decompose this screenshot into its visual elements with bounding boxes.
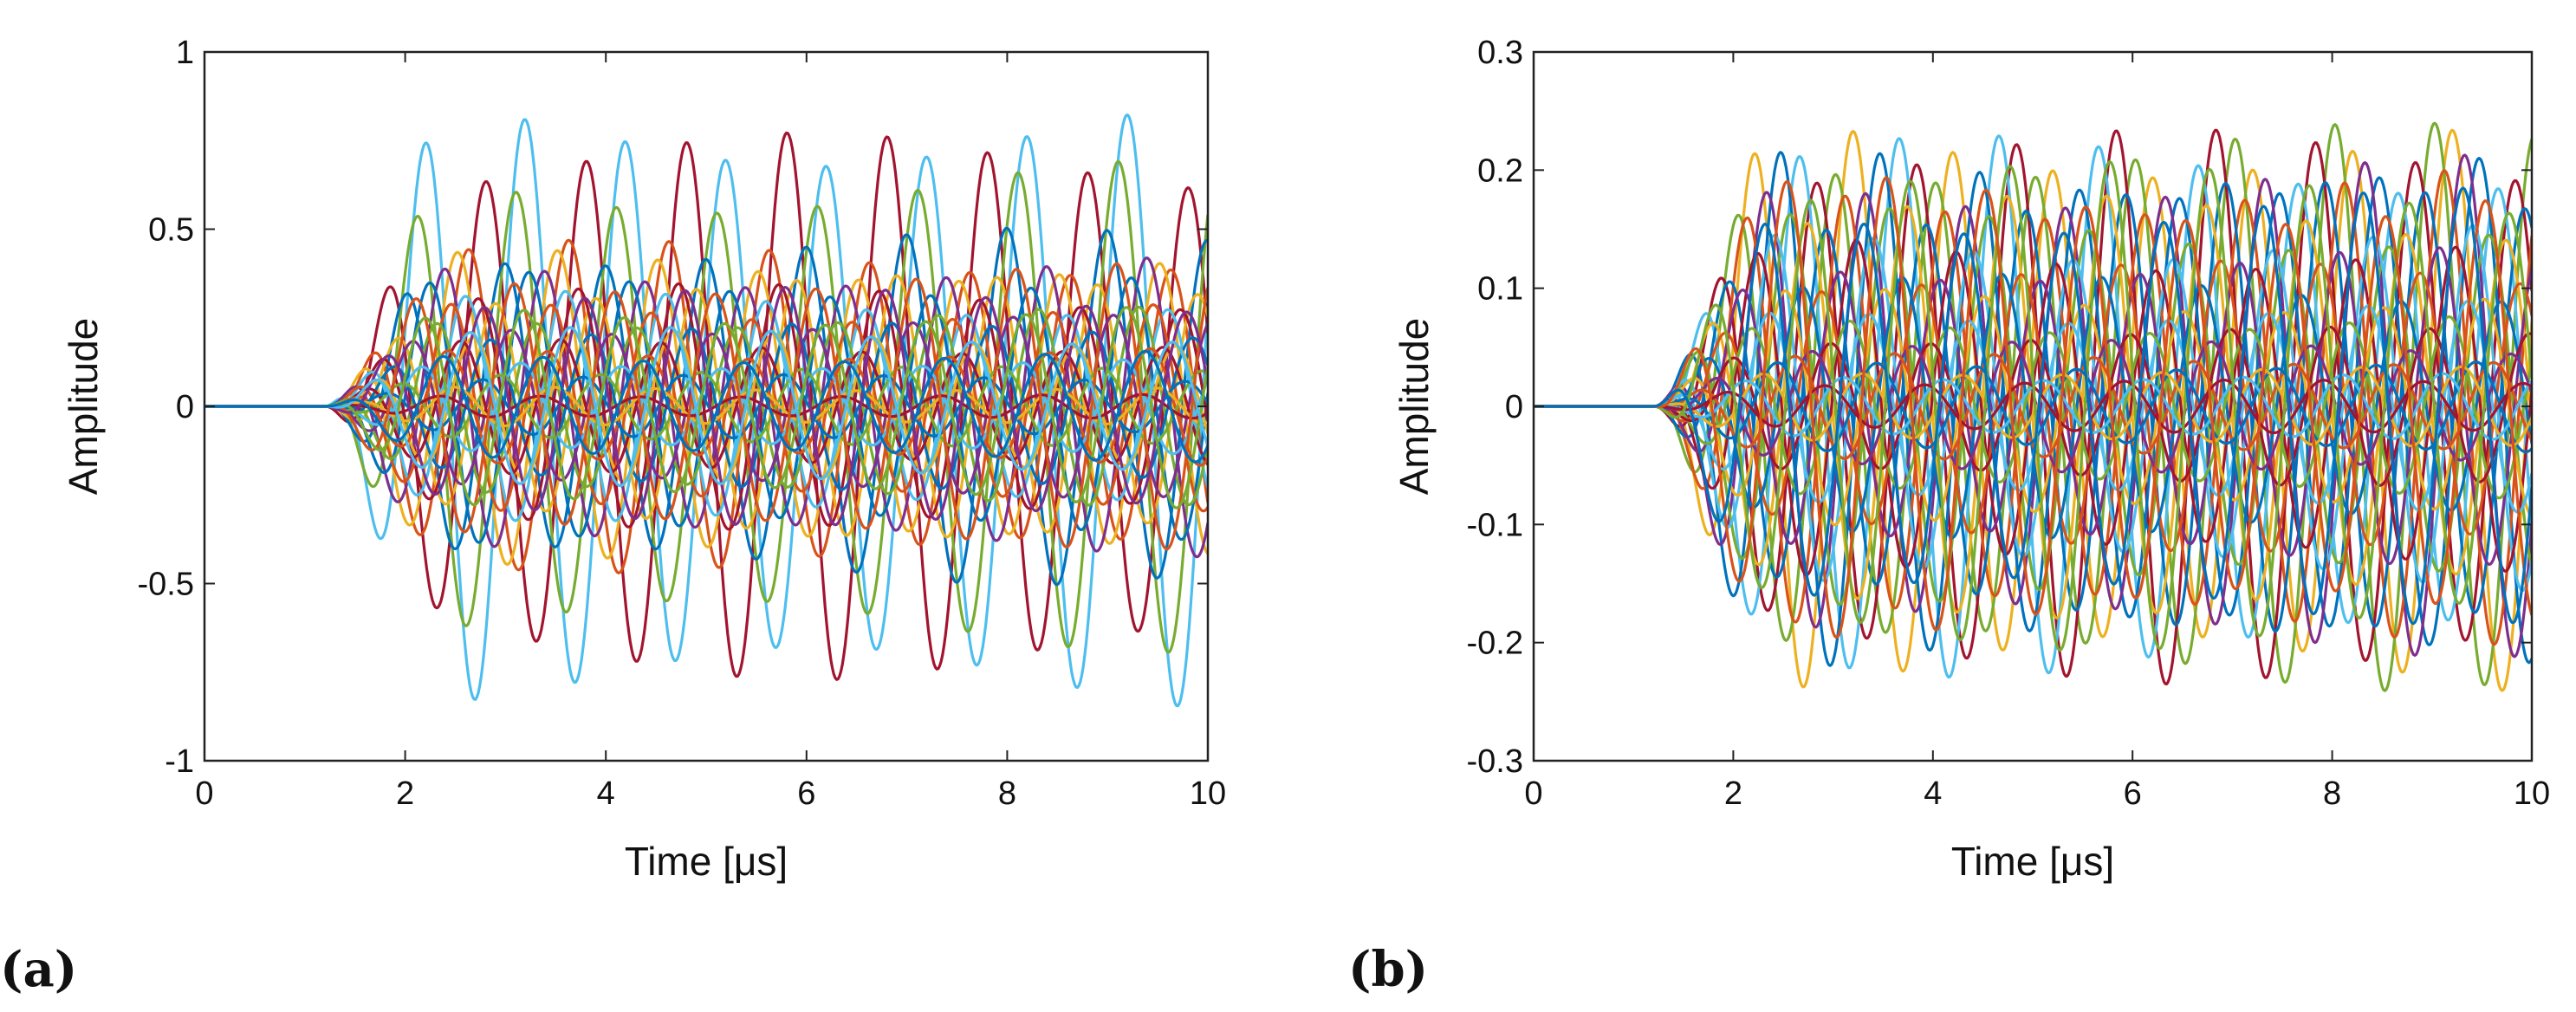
x-tick-label-a-5: 10 (1190, 775, 1226, 812)
y-tick-label-a-1: -0.5 (138, 567, 194, 603)
x-axis-label-a: Time [μs] (625, 839, 788, 884)
series-line-a-4 (204, 226, 1208, 587)
series-group-b (1534, 121, 2532, 692)
panel-label-b: (b) (1348, 941, 1428, 998)
series-line-b-21 (1534, 352, 2532, 461)
series-line-a-14 (204, 314, 1208, 499)
y-tick-label-a-3: 0.5 (148, 212, 194, 249)
x-tick-label-b-2: 4 (1924, 775, 1942, 812)
y-tick-label-a-4: 1 (176, 35, 194, 71)
y-axis-label-b: Amplitude (1392, 318, 1437, 496)
y-tick-label-b-1: -0.2 (1467, 626, 1523, 662)
ticks-b: 0 2 4 6 8 10 -0.3 -0.2 -0.1 0 0.1 0.2 0.3 (1467, 35, 2551, 812)
series-line-a-28 (204, 349, 1208, 464)
x-tick-label-a-3: 6 (797, 775, 815, 812)
y-tick-label-b-6: 0.3 (1477, 35, 1523, 71)
y-tick-label-b-4: 0.1 (1477, 271, 1523, 308)
series-line-b-28 (1534, 186, 2532, 626)
chart-b: 0 2 4 6 8 10-0.3-0.2-0.100.10.20.3 Time [μs] … (1348, 35, 2550, 998)
x-tick-label-a-4: 8 (998, 775, 1016, 812)
series-line-b-1 (1534, 128, 2532, 692)
series-line-b-11 (1534, 224, 2532, 593)
panel-label-a: (a) (0, 941, 77, 998)
ticks-a: 0 2 4 6 8 10 -1 -0.5 0 0.5 1 (138, 35, 1227, 812)
y-axis-label-a: Amplitude (61, 318, 106, 496)
series-line-a-15 (204, 321, 1208, 491)
chart-a: 0 2 4 6 8 10 -1 -0.5 0 0.5 1 Time [μs] Amplitude (… (0, 35, 1226, 998)
y-tick-label-b-3: 0 (1505, 389, 1523, 425)
y-tick-label-a-2: 0 (176, 389, 194, 425)
x-tick-label-a-1: 2 (396, 775, 414, 812)
series-line-b-14 (1534, 259, 2532, 553)
x-tick-label-b-3: 6 (2124, 775, 2142, 812)
series-line-a-3 (204, 160, 1208, 654)
y-tick-label-b-5: 0.2 (1477, 152, 1523, 189)
series-line-b-4 (1534, 134, 2532, 679)
x-tick-label-b-1: 2 (1724, 775, 1742, 812)
x-axis-label-b: Time [μs] (1951, 839, 2114, 884)
series-line-b-23 (1534, 365, 2532, 448)
series-line-a-26 (204, 306, 1208, 509)
series-line-a-27 (204, 326, 1208, 488)
series-line-a-24 (204, 262, 1208, 551)
x-tick-label-a-0: 0 (195, 775, 213, 812)
series-line-b-27 (1534, 176, 2532, 639)
series-line-b-22 (1534, 360, 2532, 454)
series-group-a (204, 114, 1208, 708)
y-tick-label-b-2: -0.1 (1467, 507, 1523, 543)
series-line-b-15 (1534, 272, 2532, 540)
y-tick-label-a-0: -1 (165, 743, 194, 780)
x-tick-label-a-2: 4 (597, 775, 615, 812)
x-tick-label-b-5: 10 (2514, 775, 2550, 812)
x-tick-label-b-0: 0 (1524, 775, 1542, 812)
x-tick-label-b-4: 8 (2323, 775, 2341, 812)
y-tick-label-b-0: -0.3 (1467, 743, 1523, 780)
